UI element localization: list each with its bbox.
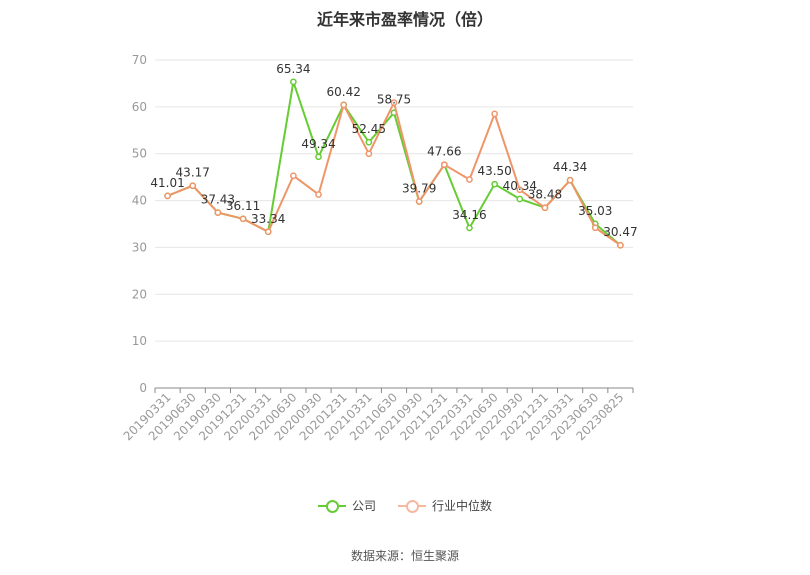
data-label: 43.50 bbox=[477, 164, 511, 178]
data-point-industry bbox=[617, 241, 624, 249]
axes: 0102030405060702019033120190630201909302… bbox=[121, 53, 634, 443]
y-tick-label: 40 bbox=[132, 194, 147, 208]
data-point-industry bbox=[365, 150, 373, 158]
legend-item-industry[interactable]: 行业中位数 bbox=[398, 497, 492, 514]
data-point-industry bbox=[390, 99, 398, 106]
data-point-industry bbox=[440, 161, 448, 169]
data-point-company bbox=[290, 78, 297, 86]
y-tick-label: 30 bbox=[132, 240, 147, 254]
y-tick-label: 10 bbox=[132, 334, 147, 348]
data-point-industry bbox=[491, 110, 498, 118]
legend-company-label: 公司 bbox=[351, 499, 376, 513]
legend-industry-label: 行业中位数 bbox=[432, 499, 493, 513]
data-label: 30.47 bbox=[603, 225, 637, 239]
legend-company-marker-icon bbox=[317, 499, 346, 513]
data-point-industry bbox=[516, 186, 524, 194]
data-point-company bbox=[466, 224, 473, 232]
data-point-industry bbox=[315, 191, 322, 198]
data-point-industry bbox=[164, 192, 171, 200]
data-point-industry bbox=[239, 215, 247, 223]
series-lines bbox=[164, 78, 624, 249]
data-label: 43.17 bbox=[176, 166, 210, 180]
data-point-company bbox=[516, 195, 524, 203]
data-label: 60.42 bbox=[327, 85, 361, 99]
y-tick-label: 70 bbox=[132, 53, 147, 67]
grid-lines bbox=[155, 59, 633, 342]
data-label: 58.75 bbox=[377, 93, 411, 107]
source-note: 数据来源：恒生聚源 bbox=[350, 549, 459, 563]
y-tick-label: 50 bbox=[132, 147, 147, 161]
chart-title: 近年来市盈率情况（倍） bbox=[316, 10, 493, 29]
data-label: 38.48 bbox=[528, 188, 562, 202]
data-label: 39.79 bbox=[402, 182, 436, 196]
data-point-industry bbox=[214, 209, 222, 216]
data-point-company bbox=[491, 180, 498, 188]
data-point-industry bbox=[591, 224, 599, 232]
data-label: 47.66 bbox=[427, 145, 461, 159]
data-label: 35.03 bbox=[578, 204, 612, 218]
data-label: 36.11 bbox=[226, 199, 260, 213]
y-tick-label: 60 bbox=[132, 100, 147, 114]
data-point-company bbox=[315, 153, 322, 161]
data-point-industry bbox=[566, 176, 574, 184]
data-label: 49.34 bbox=[301, 137, 335, 151]
data-label: 37.43 bbox=[201, 193, 235, 207]
data-point-company bbox=[365, 138, 373, 146]
data-point-industry bbox=[466, 176, 473, 183]
data-label: 44.34 bbox=[553, 160, 587, 174]
line-chart: 0102030405060702019033120190630201909302… bbox=[121, 53, 638, 443]
legend-industry-marker-icon bbox=[398, 499, 426, 513]
data-point-industry bbox=[264, 228, 272, 236]
data-label: 40.34 bbox=[503, 179, 537, 193]
data-label: 52.45 bbox=[352, 122, 386, 136]
data-label: 41.01 bbox=[150, 176, 184, 190]
data-label: 34.16 bbox=[452, 208, 486, 222]
data-point-industry bbox=[415, 198, 423, 205]
data-point-industry bbox=[541, 204, 549, 212]
data-point-industry bbox=[340, 101, 348, 109]
data-point-industry bbox=[290, 172, 297, 180]
legend-item-company[interactable]: 公司 bbox=[317, 497, 376, 514]
y-tick-label: 20 bbox=[132, 287, 147, 301]
data-label: 33.34 bbox=[251, 212, 285, 226]
data-point-industry bbox=[189, 182, 197, 190]
legend: 公司 行业中位数 bbox=[0, 497, 810, 514]
y-tick-label: 0 bbox=[139, 381, 147, 395]
data-label: 65.34 bbox=[276, 62, 310, 76]
